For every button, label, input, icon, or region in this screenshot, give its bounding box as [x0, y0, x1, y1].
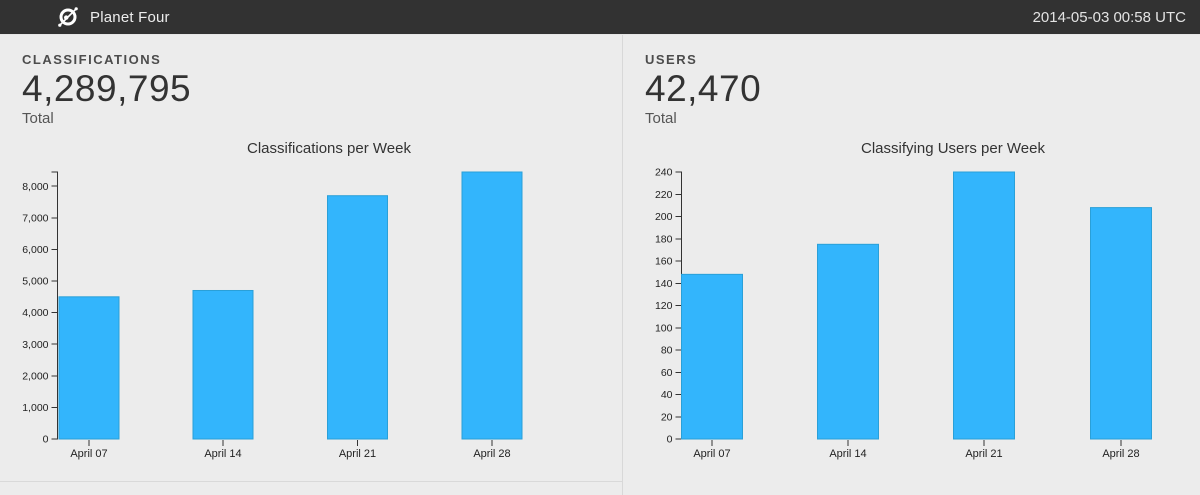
y-tick-label: 0 [43, 434, 49, 446]
x-tick-label: April 07 [70, 448, 107, 460]
y-tick-label: 140 [655, 278, 673, 290]
bar-april-28 [1090, 207, 1152, 440]
y-tick-label: 7,000 [22, 212, 48, 224]
x-tick-label: April 21 [339, 448, 376, 460]
classifications-panel: CLASSIFICATIONS 4,289,795 Total Classifi… [0, 35, 622, 482]
stat-value: 4,289,795 [22, 68, 192, 109]
app-title: Planet Four [90, 8, 170, 26]
brand: Planet Four [0, 5, 170, 29]
y-tick-label: 180 [655, 233, 673, 245]
y-tick-label: 1,000 [22, 402, 48, 414]
dashboard: CLASSIFICATIONS 4,289,795 Total Classifi… [0, 34, 1200, 495]
users-stats: USERS 42,470 Total [623, 35, 1200, 135]
bar-april-28 [461, 171, 523, 440]
y-tick-label: 80 [661, 345, 673, 357]
y-tick-label: 240 [655, 167, 673, 179]
x-tick-label: April 14 [829, 448, 866, 460]
zooniverse-logo-icon [58, 7, 78, 27]
stat-label: USERS [645, 52, 698, 67]
x-tick-label: April 07 [693, 448, 730, 460]
y-tick-label: 100 [655, 322, 673, 334]
x-tick-label: April 21 [965, 448, 1002, 460]
y-tick-label: 3,000 [22, 339, 48, 351]
y-tick-label: 5,000 [22, 276, 48, 288]
header-timestamp: 2014-05-03 00:58 UTC [1032, 8, 1186, 26]
y-tick-label: 6,000 [22, 244, 48, 256]
bar-chart-svg: Classifying Users per Week 0 20 40 60 80 100 12… [655, 140, 1152, 460]
bar-chart-svg: Classifications per Week 0 1,000 2,000 3,000… [22, 140, 523, 460]
users-panel: USERS 42,470 Total Classifying Users per… [622, 35, 1200, 495]
users-chart: Classifying Users per Week 0 20 40 60 80 100 12… [623, 135, 1200, 475]
x-tick-label: April 28 [1102, 448, 1139, 460]
y-tick-label: 4,000 [22, 307, 48, 319]
classifications-stats: CLASSIFICATIONS 4,289,795 Total [0, 35, 622, 135]
y-axis [51, 171, 58, 440]
y-tick-label: 8,000 [22, 181, 48, 193]
bar-april-14 [817, 243, 879, 440]
bar-april-21 [327, 195, 388, 440]
x-tick-label: April 14 [204, 448, 241, 460]
stat-sublabel: Total [645, 109, 677, 127]
classifications-chart: Classifications per Week 0 1,000 2,000 3,000… [0, 135, 622, 475]
y-tick-label: 220 [655, 189, 673, 201]
chart-title: Classifications per Week [247, 140, 411, 157]
x-tick-label: April 28 [473, 448, 510, 460]
app-header: Planet Four 2014-05-03 00:58 UTC [0, 0, 1200, 34]
stat-value: 42,470 [645, 68, 762, 109]
y-tick-label: 0 [667, 434, 673, 446]
y-tick-label: 200 [655, 211, 673, 223]
y-tick-label: 2,000 [22, 370, 48, 382]
chart-title: Classifying Users per Week [861, 140, 1045, 157]
stat-sublabel: Total [22, 109, 54, 127]
y-tick-label: 20 [661, 411, 673, 423]
y-tick-label: 160 [655, 256, 673, 268]
bar-april-14 [192, 289, 254, 440]
y-tick-label: 60 [661, 367, 673, 379]
y-tick-label: 40 [661, 389, 673, 401]
bar-april-07 [58, 296, 120, 440]
bar-april-07 [681, 273, 743, 440]
y-tick-label: 120 [655, 300, 673, 312]
stat-label: CLASSIFICATIONS [22, 52, 162, 67]
bar-april-21 [953, 171, 1015, 440]
